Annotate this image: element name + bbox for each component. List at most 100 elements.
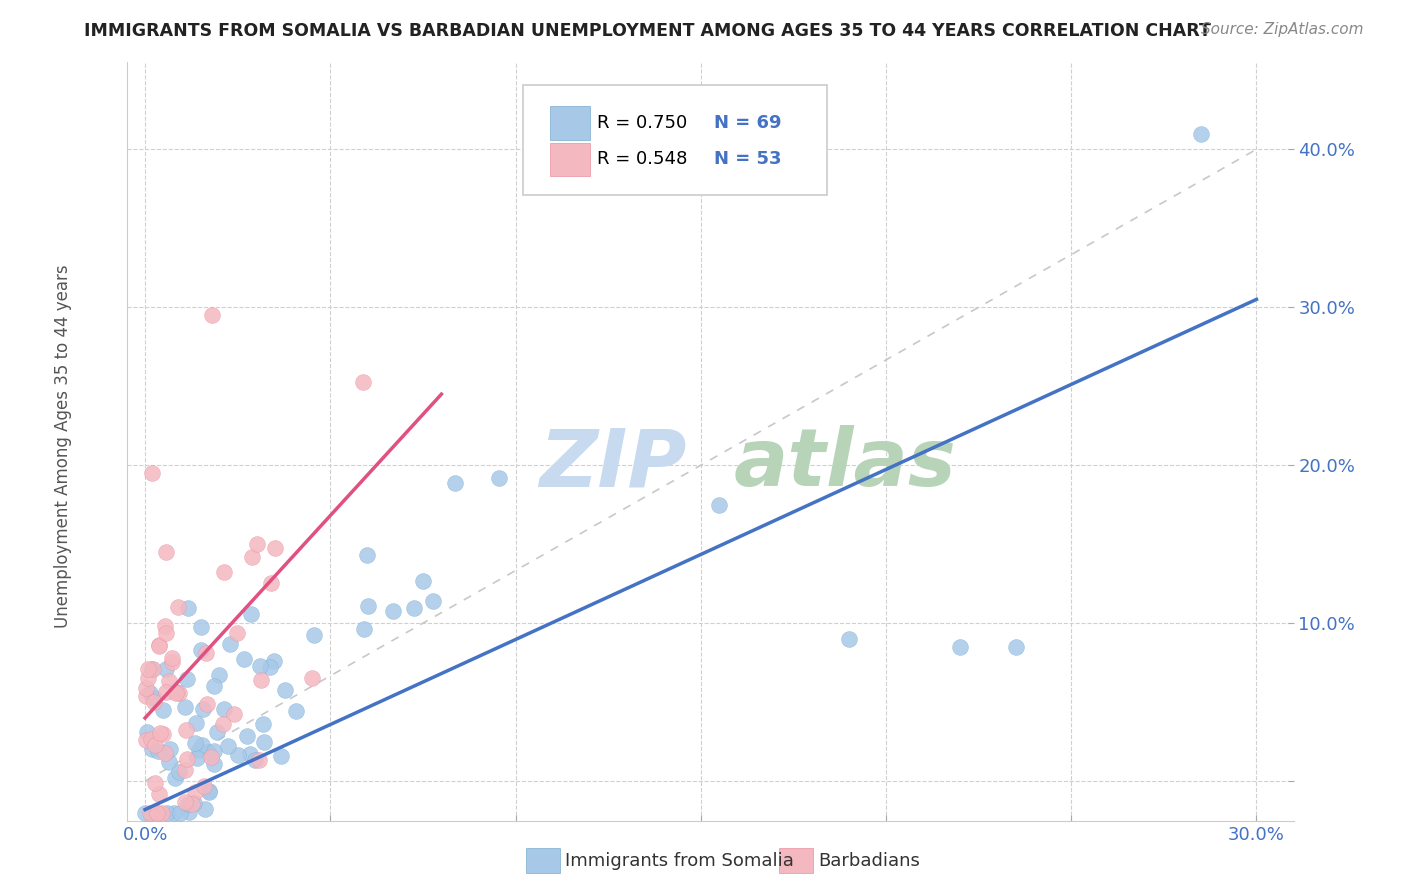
Point bbox=[249, 658, 271, 673]
Point bbox=[160, 651, 183, 665]
Point bbox=[136, 662, 159, 676]
Point bbox=[212, 717, 235, 731]
Point bbox=[247, 753, 270, 767]
Point bbox=[352, 376, 374, 390]
Point bbox=[180, 797, 202, 811]
Point bbox=[246, 536, 269, 550]
Point bbox=[236, 729, 259, 743]
Point bbox=[169, 805, 191, 820]
Point bbox=[488, 471, 510, 485]
Point bbox=[150, 805, 173, 820]
Text: R = 0.548: R = 0.548 bbox=[596, 151, 688, 169]
Point bbox=[187, 742, 209, 756]
Point bbox=[212, 701, 235, 715]
Point bbox=[135, 681, 157, 696]
Point bbox=[381, 604, 404, 618]
Point bbox=[353, 622, 375, 636]
Point bbox=[157, 755, 180, 769]
Point bbox=[176, 673, 198, 687]
Point bbox=[356, 599, 378, 613]
Point bbox=[202, 680, 225, 694]
Point bbox=[217, 739, 239, 754]
Point bbox=[191, 738, 214, 752]
Point bbox=[136, 725, 159, 739]
Point bbox=[166, 599, 188, 614]
Point bbox=[183, 736, 205, 750]
Point bbox=[173, 763, 195, 777]
Point bbox=[146, 805, 169, 820]
Point bbox=[135, 733, 157, 747]
Point bbox=[163, 771, 186, 785]
Point bbox=[240, 607, 263, 621]
Point bbox=[274, 683, 297, 698]
Point bbox=[153, 618, 176, 632]
Point bbox=[239, 747, 262, 762]
Point bbox=[155, 544, 177, 558]
Point bbox=[444, 476, 467, 491]
Point bbox=[143, 776, 166, 790]
Point bbox=[949, 640, 972, 654]
Point bbox=[179, 805, 201, 820]
Point bbox=[245, 753, 267, 767]
Point bbox=[194, 802, 217, 816]
Text: ZIP: ZIP bbox=[540, 425, 686, 503]
Point bbox=[165, 686, 187, 700]
Text: Barbadians: Barbadians bbox=[818, 852, 920, 870]
Point bbox=[184, 716, 207, 731]
Point bbox=[141, 466, 163, 480]
Point bbox=[141, 742, 163, 756]
Point bbox=[202, 757, 225, 772]
Point bbox=[422, 593, 444, 607]
Point bbox=[197, 745, 219, 759]
Point bbox=[194, 646, 217, 660]
Point bbox=[139, 685, 162, 699]
Point bbox=[253, 735, 276, 749]
Point bbox=[152, 727, 174, 741]
Point bbox=[195, 697, 218, 711]
Text: IMMIGRANTS FROM SOMALIA VS BARBADIAN UNEMPLOYMENT AMONG AGES 35 TO 44 YEARS CORR: IMMIGRANTS FROM SOMALIA VS BARBADIAN UNE… bbox=[84, 22, 1211, 40]
Point bbox=[201, 308, 224, 322]
Point bbox=[202, 744, 225, 758]
Point bbox=[146, 805, 169, 820]
Point bbox=[186, 751, 208, 765]
Point bbox=[190, 643, 212, 657]
Text: N = 69: N = 69 bbox=[713, 114, 780, 132]
Point bbox=[193, 779, 215, 793]
Point bbox=[252, 716, 274, 731]
FancyBboxPatch shape bbox=[523, 85, 827, 195]
Point bbox=[259, 660, 281, 674]
Point bbox=[259, 576, 281, 591]
Point bbox=[193, 702, 215, 716]
Point bbox=[134, 805, 156, 820]
Point bbox=[155, 626, 177, 640]
Point bbox=[208, 668, 231, 682]
Point bbox=[139, 731, 162, 746]
Point bbox=[174, 699, 197, 714]
Point bbox=[250, 673, 273, 687]
Point bbox=[198, 785, 221, 799]
Point bbox=[162, 655, 184, 669]
Point bbox=[225, 625, 247, 640]
Point bbox=[1189, 127, 1212, 141]
Text: N = 53: N = 53 bbox=[713, 151, 780, 169]
Point bbox=[163, 805, 186, 820]
Point bbox=[143, 738, 166, 752]
Point bbox=[412, 574, 434, 588]
Point bbox=[284, 704, 307, 718]
Point bbox=[263, 654, 285, 668]
Point bbox=[226, 747, 249, 762]
Point bbox=[155, 685, 177, 699]
Point bbox=[141, 805, 163, 820]
Text: atlas: atlas bbox=[734, 425, 956, 503]
Point bbox=[1004, 640, 1026, 654]
Point bbox=[138, 671, 160, 685]
Point bbox=[198, 783, 221, 797]
Point bbox=[190, 619, 212, 633]
Point bbox=[156, 805, 179, 820]
Point bbox=[233, 652, 256, 666]
Text: Unemployment Among Ages 35 to 44 years: Unemployment Among Ages 35 to 44 years bbox=[55, 264, 72, 628]
Point bbox=[142, 662, 165, 676]
Point bbox=[205, 725, 228, 739]
Point bbox=[169, 765, 191, 780]
Point bbox=[183, 797, 205, 811]
